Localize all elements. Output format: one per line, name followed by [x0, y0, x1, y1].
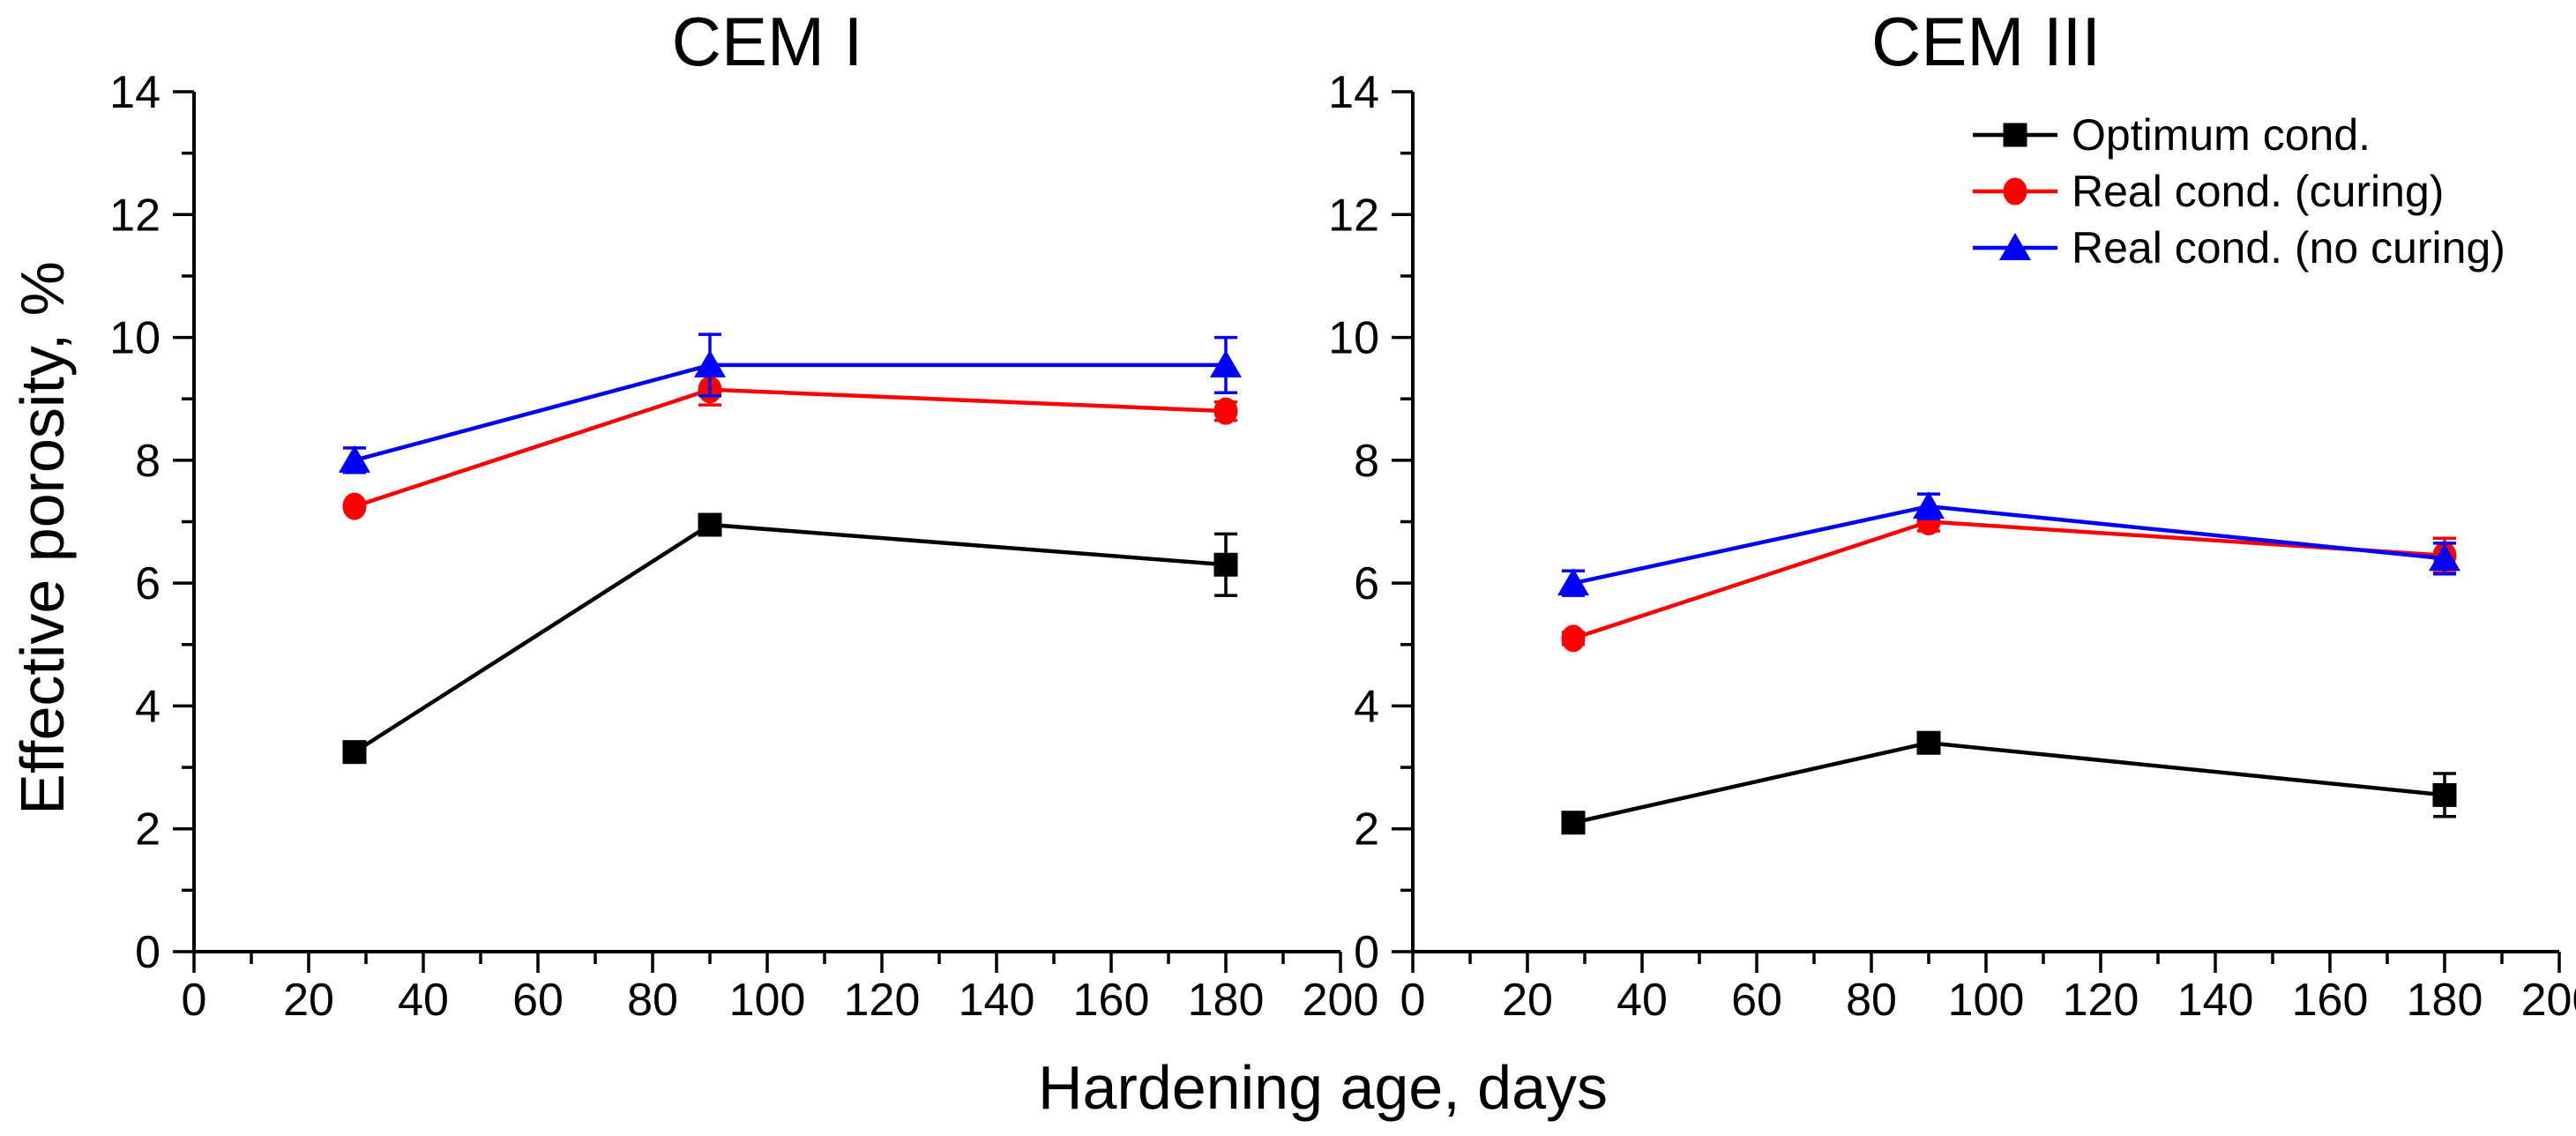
legend-label-optimum: Optimum cond.	[2072, 110, 2371, 160]
triangle-marker	[694, 349, 726, 377]
y-tick-label: 14	[109, 67, 161, 118]
y-tick-label: 2	[1354, 804, 1379, 856]
legend-item-optimum: Optimum cond.	[1971, 113, 2505, 157]
panel-title-cem-iii: CEM III	[1870, 3, 2102, 80]
legend-item-real-curing: Real cond. (curing)	[1971, 169, 2505, 213]
y-axis-label: Effective porosity, %	[8, 261, 77, 815]
triangle-marker	[339, 445, 370, 473]
x-tick-label: 80	[1846, 975, 1897, 1026]
series-line	[354, 362, 1226, 463]
series-line	[353, 522, 1227, 754]
series-0	[1561, 730, 2457, 835]
y-tick-label: 4	[1354, 681, 1379, 732]
panel-title-cem-i: CEM I	[671, 3, 863, 80]
black-square-marker-icon	[1973, 123, 2057, 147]
square-marker	[2432, 782, 2457, 807]
y-tick-label: 6	[135, 558, 161, 609]
y-tick-label: 12	[1328, 190, 1379, 241]
triangle-marker	[1557, 568, 1589, 596]
axes	[192, 92, 1340, 953]
square-marker	[698, 512, 722, 537]
square-marker	[342, 740, 367, 765]
x-tick-label: 120	[2063, 975, 2139, 1026]
x-tick-label: 140	[959, 975, 1035, 1026]
x-tick-label: 200	[1303, 975, 1379, 1026]
legend-label-real-curing: Real cond. (curing)	[2072, 167, 2445, 216]
y-tick-label: 10	[109, 313, 161, 364]
x-tick-label: 0	[1400, 975, 1426, 1026]
y-tick-label: 8	[135, 436, 161, 487]
square-marker	[1561, 811, 1586, 835]
blue-triangle-marker-icon	[1973, 233, 2057, 260]
x-tick-label: 160	[1073, 975, 1150, 1026]
triangle-marker	[1210, 349, 1242, 377]
series-1	[1561, 508, 2457, 653]
x-axis-label: Hardening age, days	[1038, 1053, 1608, 1122]
x-tick-label: 140	[2177, 975, 2254, 1026]
x-tick-label: 180	[1188, 975, 1265, 1026]
y-tick-label: 0	[1354, 927, 1379, 978]
square-marker	[1916, 730, 1941, 755]
series-2	[1557, 491, 2460, 597]
y-tick-label: 14	[1328, 67, 1379, 118]
x-tick-label: 40	[1617, 975, 1668, 1026]
y-tick-label: 12	[109, 190, 161, 241]
panel-1: 0 20 40 60 80 100 120 140 160 180 200 0 2 4 6 8 10 12 14	[1328, 67, 2576, 1026]
circle-marker	[342, 492, 367, 520]
x-tick-label: 100	[729, 975, 806, 1026]
series-2	[339, 333, 1242, 475]
x-tick-label: 100	[1948, 975, 2025, 1026]
x-tick-label: 120	[844, 975, 921, 1026]
square-marker	[1213, 552, 1238, 577]
x-tick-label: 60	[1731, 975, 1782, 1026]
x-tick-label: 0	[182, 975, 207, 1026]
y-tick-label: 6	[1354, 558, 1379, 609]
series-line	[1572, 740, 2445, 825]
y-tick-label: 4	[135, 681, 161, 732]
x-tick-label: 40	[398, 975, 449, 1026]
x-tick-label: 20	[283, 975, 334, 1026]
x-tick-label: 20	[1502, 975, 1553, 1026]
legend-item-real-no-curing: Real cond. (no curing)	[1971, 226, 2505, 270]
series-line	[1572, 519, 2445, 640]
y-tick-label: 0	[135, 927, 161, 978]
series-line	[354, 387, 1227, 509]
x-tick-label: 60	[512, 975, 564, 1026]
series-line	[1572, 504, 2445, 586]
y-tick-label: 10	[1328, 313, 1379, 364]
red-circle-marker-icon	[1973, 177, 2057, 206]
legend-label-real-no-curing: Real cond. (no curing)	[2072, 223, 2505, 273]
legend: Optimum cond. Real cond. (curing) Real c…	[1971, 113, 2505, 270]
y-tick-label: 8	[1354, 436, 1379, 487]
x-tick-label: 180	[2407, 975, 2483, 1026]
x-tick-label: 80	[627, 975, 678, 1026]
series-1	[342, 372, 1238, 520]
triangle-marker	[2429, 543, 2460, 572]
x-tick-label: 160	[2292, 975, 2369, 1026]
y-tick-label: 2	[135, 804, 161, 856]
triangle-marker	[1913, 491, 1945, 519]
circle-marker	[1213, 397, 1238, 425]
series-0	[342, 512, 1238, 765]
circle-marker	[1561, 624, 1586, 653]
x-tick-label: 200	[2521, 975, 2576, 1026]
